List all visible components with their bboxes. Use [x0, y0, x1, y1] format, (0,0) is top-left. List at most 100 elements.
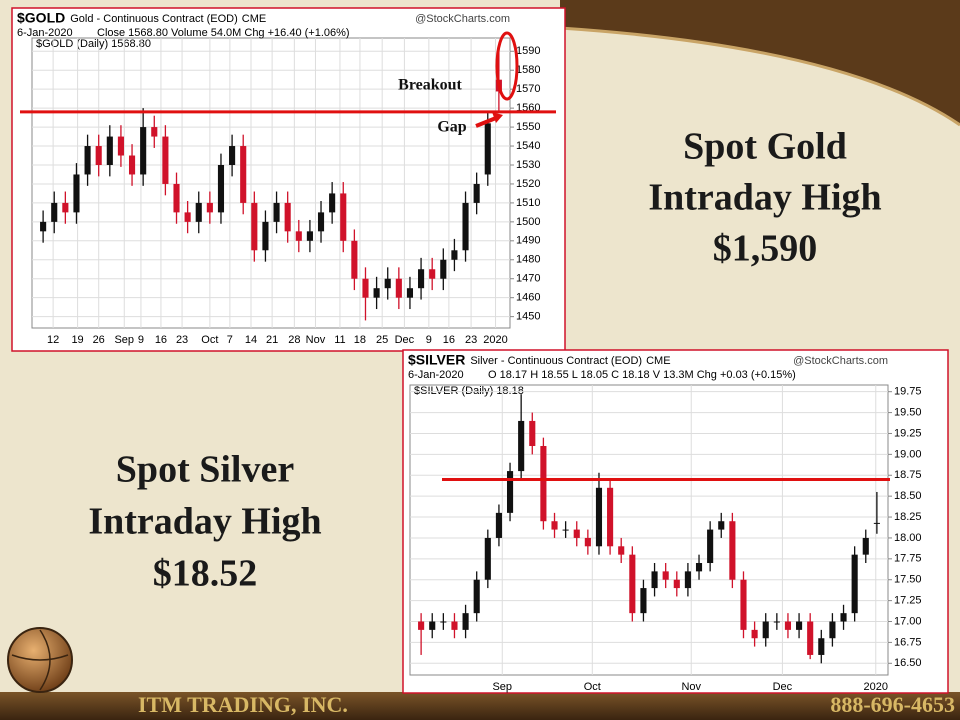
y-tick-label: 19.50 — [894, 406, 922, 418]
candle-body — [707, 529, 714, 564]
candle-body — [807, 621, 814, 655]
candle-body — [240, 146, 247, 203]
candle-body — [662, 571, 669, 580]
x-tick-label: 2020 — [864, 681, 888, 693]
candle-body — [340, 193, 347, 241]
candle-body — [607, 487, 614, 547]
candle-body — [162, 136, 169, 184]
x-tick-label: 2020 — [483, 334, 507, 346]
quote: Close 1568.80 Volume 54.0M Chg +16.40 (+… — [97, 27, 350, 39]
x-tick-label: 12 — [47, 334, 59, 346]
corner-swoosh — [560, 0, 960, 125]
gold-annotations: Breakout Gap — [398, 31, 519, 136]
gap-arrowhead — [492, 112, 503, 123]
annotation: Breakout — [398, 77, 462, 94]
swoosh-edge — [559, 26, 960, 127]
candle-body — [873, 522, 880, 524]
candle-body — [40, 221, 47, 232]
y-tick-label: 1550 — [516, 121, 540, 133]
y-tick-label: 17.00 — [894, 615, 922, 627]
symbol: $GOLD — [17, 10, 65, 26]
candle-body — [351, 240, 358, 279]
candle-body — [451, 621, 458, 630]
symbol: $SILVER — [408, 352, 465, 368]
source: @StockCharts.com — [415, 13, 510, 25]
candle-body — [484, 537, 491, 580]
x-tick-label: 16 — [155, 334, 167, 346]
candle-body — [529, 420, 536, 447]
charts: $GOLD Gold - Continuous Contract (EOD) CME… — [11, 7, 949, 694]
gold-caption: $1,590 — [713, 228, 818, 270]
candle-body — [762, 621, 769, 639]
annotation: Gap — [437, 119, 466, 136]
candle-body — [473, 579, 480, 614]
candle-body — [495, 512, 502, 538]
candle-body — [117, 136, 124, 156]
x-tick-label: Nov — [306, 334, 326, 346]
exchange: CME — [646, 355, 670, 367]
y-tick-label: 1480 — [516, 254, 540, 266]
quote: O 18.17 H 18.55 L 18.05 C 18.18 V 13.3M … — [488, 369, 796, 381]
candle-body — [640, 588, 647, 614]
y-tick-label: 1450 — [516, 311, 540, 323]
date: 6-Jan-2020 — [408, 369, 464, 381]
candle-body — [440, 621, 447, 623]
candle-body — [818, 638, 825, 655]
candle-body — [273, 202, 280, 222]
x-tick-label: 23 — [465, 334, 477, 346]
candle-body — [595, 487, 603, 547]
candle-body — [295, 231, 302, 241]
candle-body — [284, 202, 291, 232]
candle-body — [151, 127, 158, 137]
plot-area — [31, 37, 511, 329]
candle-body — [229, 146, 236, 165]
x-tick-label: Sep — [114, 334, 134, 346]
candle-body — [629, 554, 636, 614]
candle-body — [128, 155, 136, 175]
candle-body — [584, 537, 591, 547]
phone-number: 888-696-4653 — [830, 692, 955, 717]
candle-body — [418, 621, 425, 630]
candle-body — [751, 629, 758, 639]
candle-body — [317, 212, 325, 232]
candle-body — [773, 621, 780, 623]
x-tick-label: 25 — [376, 334, 388, 346]
y-tick-label: 18.50 — [894, 490, 922, 502]
y-tick-label: 17.25 — [894, 595, 922, 607]
candle-body — [173, 183, 180, 213]
candle-body — [384, 278, 391, 289]
x-tick-label: Dec — [773, 681, 793, 693]
candle-body — [829, 621, 836, 639]
candle-body — [184, 212, 191, 222]
x-tick-label: 11 — [334, 334, 345, 346]
candle-body — [406, 288, 414, 298]
chart: $GOLD Gold - Continuous Contract (EOD) CME… — [11, 7, 566, 352]
candle-body — [573, 529, 580, 538]
candle-body — [418, 269, 425, 289]
candle-body — [195, 202, 202, 222]
x-tick-label: 7 — [227, 334, 233, 346]
x-tick-label: 26 — [93, 334, 105, 346]
source: @StockCharts.com — [793, 355, 888, 367]
plot-area — [409, 384, 889, 676]
chart-title: Gold - Continuous Contract (EOD) — [70, 13, 238, 25]
y-tick-label: 19.00 — [894, 448, 922, 460]
y-tick-label: 1520 — [516, 178, 540, 190]
x-tick-label: 18 — [354, 334, 366, 346]
gold-caption: Spot Gold — [683, 126, 847, 168]
x-tick-label: Oct — [584, 681, 601, 693]
candle-body — [206, 202, 213, 213]
candle-body — [462, 613, 469, 630]
candle-body — [506, 471, 514, 513]
candle-body — [851, 554, 858, 614]
candle-body — [729, 521, 736, 580]
candle-body — [373, 288, 380, 298]
candle-body — [551, 521, 558, 530]
x-tick-label: 9 — [426, 334, 432, 346]
candle-body — [684, 571, 691, 589]
date: 6-Jan-2020 — [17, 27, 73, 39]
candle-body — [62, 202, 69, 213]
candle-body — [306, 231, 313, 241]
